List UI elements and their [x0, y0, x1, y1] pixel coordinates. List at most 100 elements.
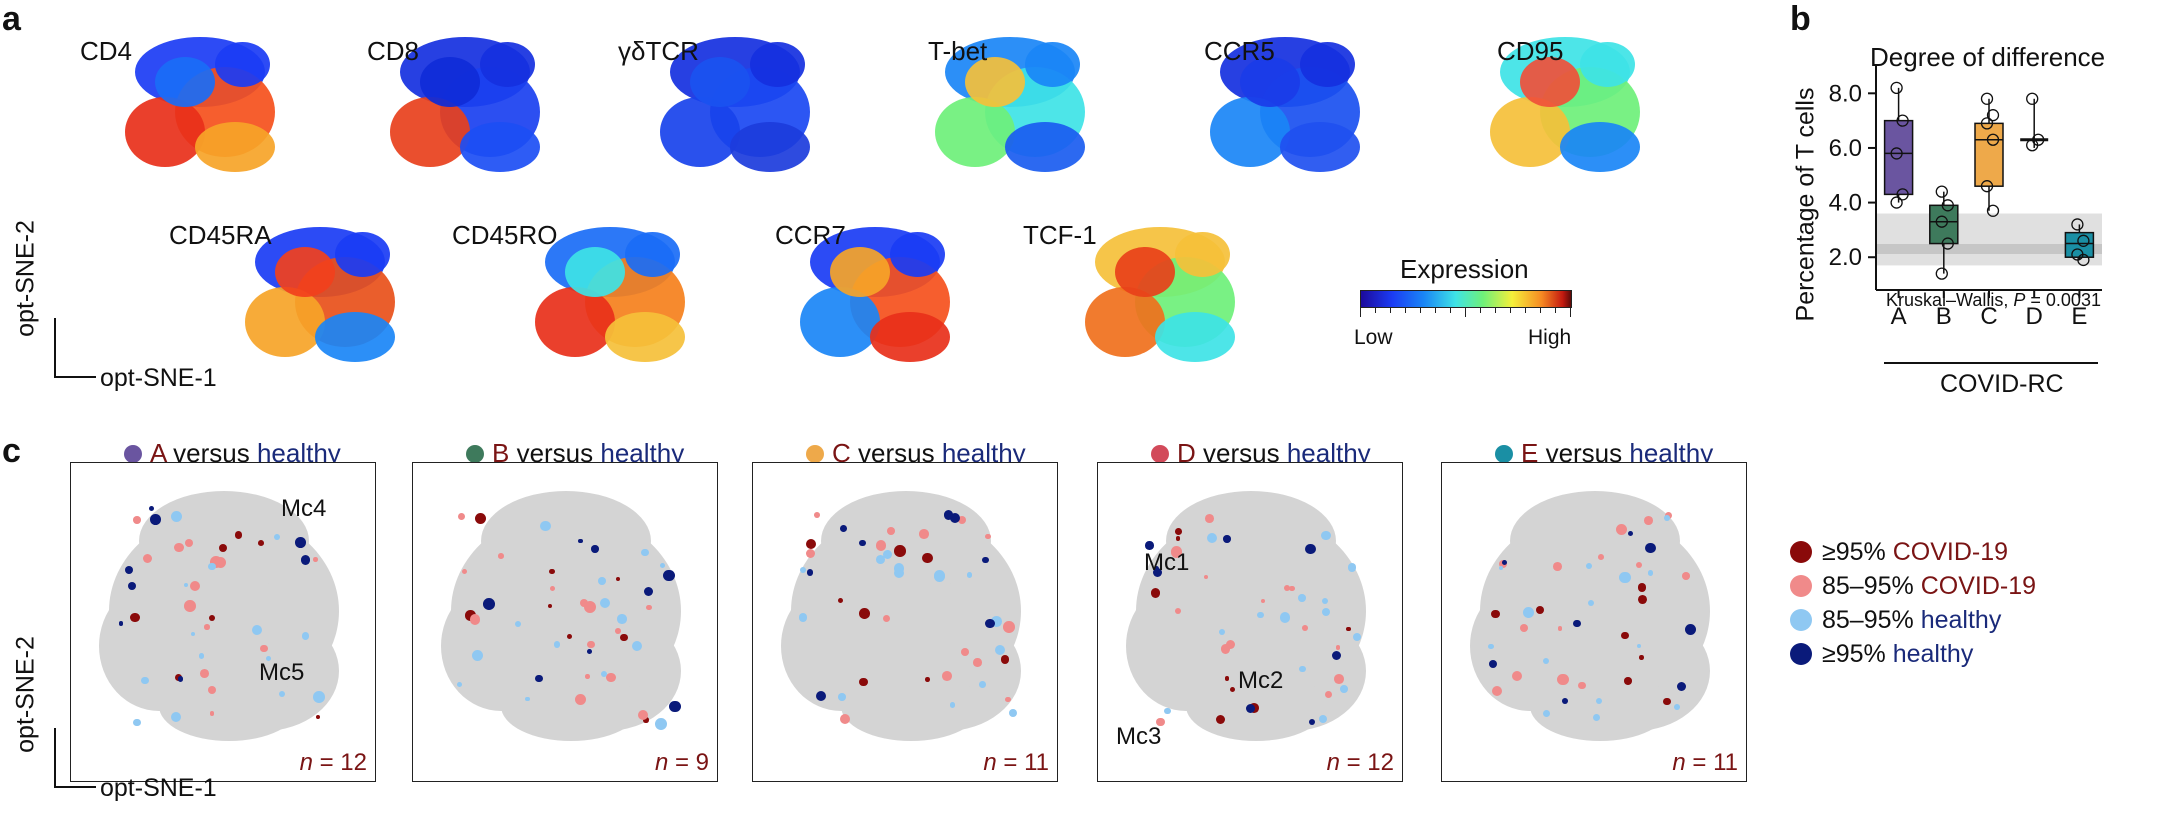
n-value: = 12	[1339, 749, 1394, 776]
n-value: = 9	[668, 749, 709, 776]
legend-row-0: ≥95% COVID-19	[1790, 538, 2008, 567]
point-C-4	[1980, 180, 1994, 193]
cluster-label-mc5: Mc5	[259, 659, 305, 686]
n-symbol: n	[983, 749, 997, 776]
point-B-1	[1941, 199, 1954, 212]
axis-c-horizontal-line	[54, 786, 96, 788]
comparison-plot-A: Mc4 Mc5 n = 12	[70, 462, 376, 782]
point-A-1	[1896, 114, 1909, 127]
point-E-3	[2077, 253, 2090, 267]
tsne-cloud	[441, 491, 689, 741]
colorbar-high-label: High	[1528, 326, 1572, 349]
tsne-cloud	[99, 491, 347, 741]
panel-c-letter: c	[2, 432, 21, 470]
tsne-cloud	[1126, 491, 1374, 741]
legend-percent: ≥95%	[1822, 538, 1893, 566]
group-dot-E	[1495, 445, 1513, 463]
tsne-map-cd45ra	[235, 217, 405, 367]
x-tick-label-A: A	[1891, 303, 1907, 330]
colorbar-title: Expression	[1400, 254, 1529, 284]
cluster-label-mc4: Mc4	[281, 495, 327, 522]
n-symbol: n	[299, 749, 313, 776]
axis-a-horizontal-line	[54, 376, 96, 378]
point-E-1	[2077, 234, 2090, 247]
box-C	[1974, 122, 2004, 187]
boxplot-chart: 2.0 4.0 6.0 8.0 A B C D E	[1829, 66, 2102, 330]
marker-label-cd45ra: CD45RA	[169, 220, 272, 250]
legend-swatch	[1790, 541, 1812, 563]
group-label-E: E	[1521, 438, 1539, 468]
cluster-label-mc2: Mc2	[1238, 667, 1284, 694]
marker-label-cd4: CD4	[80, 36, 133, 66]
group-dot-A	[124, 445, 142, 463]
tsne-map-cd45ro	[525, 217, 695, 367]
point-B-2	[1935, 215, 1948, 228]
axis-c-vertical-line	[54, 728, 56, 788]
point-C-5	[1986, 204, 2000, 217]
y-tick-label-1: 4.0	[1829, 190, 1862, 217]
point-C-1	[1986, 109, 2000, 122]
expression-colorbar	[1360, 290, 1572, 308]
group-dot-C	[806, 445, 824, 463]
comparison-plot-C: n = 11	[752, 462, 1058, 782]
sample-count-E: n = 11	[1672, 749, 1738, 777]
marker-label-tbet: T-bet	[928, 36, 988, 66]
marker-label-cd45ro: CD45RO	[452, 220, 558, 250]
point-A-4	[1890, 196, 1903, 209]
covid-rc-bracket	[1884, 362, 2098, 364]
cluster-label-mc1: Mc1	[1144, 549, 1190, 576]
legend-group: COVID-19	[1892, 538, 2009, 566]
y-tick-label-0: 2.0	[1829, 244, 1862, 271]
box-A	[1883, 119, 1914, 196]
x-tick-label-B: B	[1936, 303, 1952, 330]
comparison-plot-E: n = 11	[1441, 462, 1747, 782]
tsne-map-ccr7	[790, 217, 960, 367]
stat-p-value: = 0.0031	[2025, 290, 2101, 310]
colorbar-low-label: Low	[1354, 326, 1393, 349]
group-label-D: D	[1177, 438, 1196, 468]
comparison-plot-D: Mc1 Mc2 Mc3 n = 12	[1097, 462, 1403, 782]
n-symbol: n	[1326, 749, 1340, 776]
n-value: = 11	[996, 749, 1049, 776]
legend-percent: 85–95%	[1822, 572, 1921, 600]
kruskal-wallis-stat: Kruskal–Wallis, P = 0.0031	[1886, 290, 2101, 311]
boxplot-title: Degree of difference	[1870, 42, 2106, 72]
tsne-map-cd95	[1480, 27, 1650, 177]
legend-swatch	[1790, 609, 1812, 631]
group-dot-D	[1151, 445, 1169, 463]
sample-count-C: n = 11	[983, 749, 1049, 777]
group-dot-B	[466, 445, 484, 463]
marker-label-ccr7: CCR7	[775, 220, 846, 250]
tsne-map-tbet	[925, 27, 1095, 177]
tsne-map-tcf1	[1075, 217, 1245, 367]
group-label-A: A	[150, 438, 166, 468]
point-E-0	[2071, 218, 2084, 231]
tsne-map-cd4	[115, 27, 285, 177]
panel-a-letter: a	[2, 0, 21, 38]
legend-group: healthy	[1920, 606, 2002, 634]
axis-c-y-label: opt-SNE-2	[11, 636, 40, 753]
comparison-plot-B: n = 9	[412, 462, 718, 782]
x-tick-label-C: C	[1980, 303, 1997, 330]
legend-group: healthy	[1892, 640, 1974, 668]
n-value: = 11	[1685, 749, 1738, 776]
legend-group: COVID-19	[1920, 572, 2037, 600]
stat-p-symbol: P	[2013, 290, 2026, 310]
point-C-3	[1986, 133, 2000, 146]
n-value: = 12	[312, 749, 367, 776]
point-A-3	[1896, 188, 1909, 201]
x-tick-label-E: E	[2071, 303, 2087, 330]
axis-c-x-label: opt-SNE-1	[100, 774, 217, 802]
legend-swatch	[1790, 575, 1812, 597]
n-symbol: n	[654, 749, 669, 776]
tsne-map-tcr	[650, 27, 820, 177]
point-A-0	[1890, 81, 1903, 95]
point-B-4	[1935, 267, 1948, 280]
point-A-2	[1890, 147, 1903, 160]
band-range	[1876, 213, 2102, 266]
x-tick-label-D: D	[2026, 303, 2043, 330]
axis-a-y-label: opt-SNE-2	[11, 220, 40, 337]
group-label-C: C	[832, 438, 851, 468]
tsne-cloud	[1470, 491, 1718, 741]
sample-count-B: n = 9	[655, 749, 709, 777]
